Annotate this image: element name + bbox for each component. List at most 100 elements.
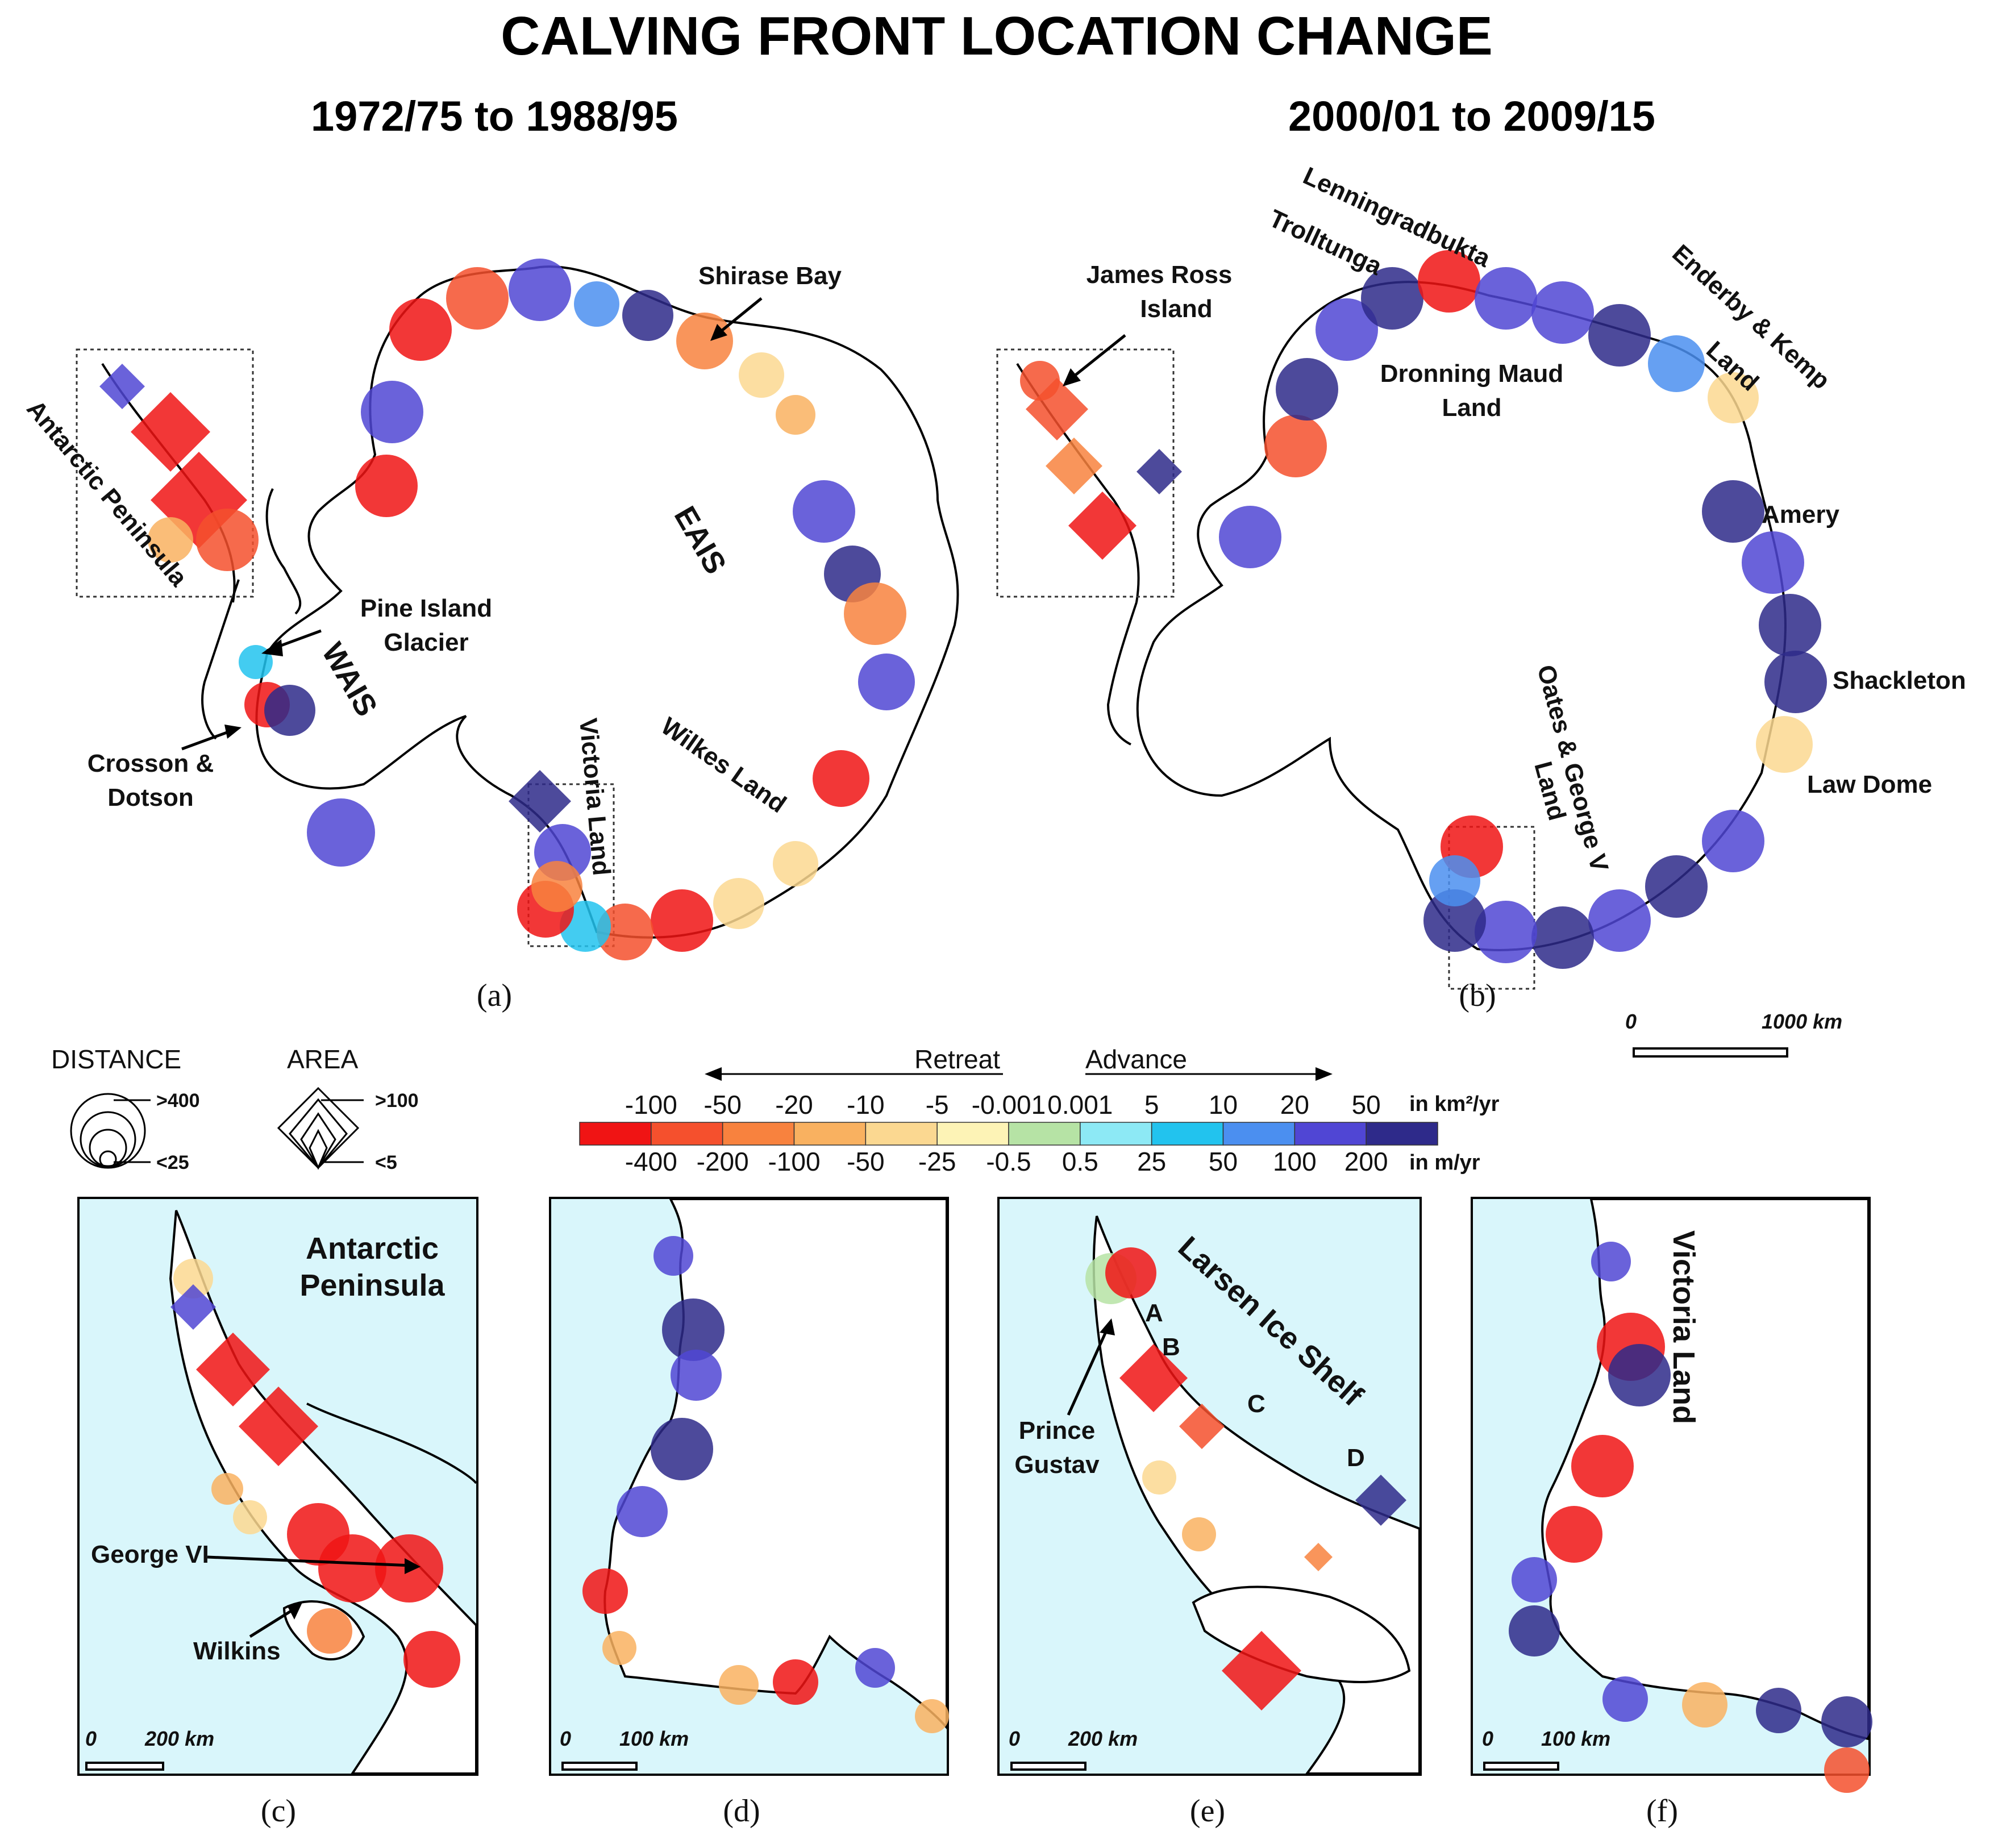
distance-marker <box>1682 1682 1727 1728</box>
km-tick-label: 10 <box>1209 1090 1238 1119</box>
distance-marker <box>531 861 582 912</box>
color-swatch <box>1222 1122 1296 1146</box>
scale-label-e: 200 km <box>1068 1727 1138 1750</box>
panel-a-markers <box>99 259 915 960</box>
arrow-george-vi <box>207 1555 413 1567</box>
scale-label-b: 1000 km <box>1762 1010 1842 1033</box>
area-marker <box>1179 1404 1225 1449</box>
legend-distance-min: <25 <box>156 1152 189 1173</box>
distance-marker <box>1821 1696 1872 1747</box>
legend-distance-max: >400 <box>156 1090 200 1112</box>
peninsula-coast-b <box>1106 602 1138 746</box>
scale-zero-f: 0 <box>1482 1727 1493 1750</box>
scale-bar-c <box>85 1762 164 1771</box>
legend-area-max: >100 <box>375 1090 419 1112</box>
period-a-title: 1972/75 to 1988/95 <box>311 93 678 140</box>
distance-marker <box>1546 1506 1602 1563</box>
label-wilkins: Wilkins <box>193 1637 281 1665</box>
m-tick-label: -25 <box>918 1147 956 1176</box>
area-marker <box>1119 1344 1188 1412</box>
distance-marker <box>574 281 619 327</box>
distance-marker <box>264 685 315 736</box>
panel-c <box>77 1197 478 1776</box>
label-prince-gustav-2: Gustav <box>1014 1451 1100 1479</box>
scale-label-f: 100 km <box>1541 1727 1610 1750</box>
scale-label-d: 100 km <box>619 1727 689 1750</box>
peninsula-coast-a <box>201 579 240 740</box>
area-marker <box>99 364 145 409</box>
scale-zero-b: 0 <box>1625 1010 1637 1033</box>
distance-marker <box>651 1418 713 1480</box>
advance-label: Advance <box>1085 1044 1187 1074</box>
label-shirase-bay: Shirase Bay <box>698 262 842 290</box>
label-james-ross-2: Island <box>1140 295 1212 323</box>
label-george-vi: George VI <box>91 1541 209 1568</box>
m-tick-label: -50 <box>847 1147 884 1176</box>
label-pine-island-2: Glacier <box>384 629 468 656</box>
area-marker <box>196 1333 270 1406</box>
color-swatch <box>1151 1122 1224 1146</box>
distance-marker <box>773 1659 818 1705</box>
distance-marker <box>813 750 869 807</box>
distance-marker <box>1105 1247 1156 1298</box>
m-tick-label: 0.5 <box>1062 1147 1098 1176</box>
legend-m-unit: in m/yr <box>1409 1151 1480 1175</box>
panel-c-title-2: Peninsula <box>299 1268 445 1302</box>
caption-b: (b) <box>1459 978 1496 1013</box>
distance-marker <box>602 1631 636 1665</box>
color-swatch <box>1008 1122 1081 1146</box>
distance-marker <box>1512 1557 1557 1603</box>
distance-marker <box>318 1534 386 1603</box>
label-amery: Amery <box>1762 501 1839 528</box>
caption-a: (a) <box>477 978 512 1013</box>
label-b: B <box>1162 1333 1180 1361</box>
distance-marker <box>446 267 509 330</box>
period-b-title: 2000/01 to 2009/15 <box>1288 93 1655 140</box>
distance-marker <box>653 1236 693 1276</box>
figure-title: CALVING FRONT LOCATION CHANGE <box>501 6 1493 66</box>
legend-area-min: <5 <box>375 1152 397 1173</box>
distance-marker <box>1531 281 1594 344</box>
m-tick-label: -200 <box>697 1147 749 1176</box>
m-tick-label: -100 <box>768 1147 820 1176</box>
arrowhead-prince-gustav <box>1100 1318 1115 1335</box>
distance-marker <box>1423 889 1486 952</box>
arrowhead-shirase <box>710 324 727 341</box>
distance-marker <box>582 1568 628 1614</box>
peninsula-base-a <box>265 488 302 615</box>
km-tick-label: -50 <box>703 1090 741 1119</box>
distance-marker <box>1276 358 1338 421</box>
distance-marker <box>1418 250 1480 313</box>
label-law-dome: Law Dome <box>1807 771 1932 798</box>
distance-marker <box>1702 480 1764 543</box>
distance-marker <box>389 298 452 361</box>
distance-marker <box>1591 1242 1631 1281</box>
distance-marker <box>1361 267 1423 330</box>
distance-marker <box>622 290 673 341</box>
color-swatch <box>1080 1122 1152 1146</box>
distance-marker <box>1764 651 1827 713</box>
scale-bar-b <box>1633 1047 1788 1058</box>
distance-marker <box>915 1699 949 1733</box>
distance-marker <box>1759 594 1821 656</box>
panel-f-title: Victoria Land <box>1667 1230 1701 1424</box>
distance-marker <box>597 904 653 960</box>
m-tick-label: -0.5 <box>986 1147 1031 1176</box>
km-tick-label: 50 <box>1352 1090 1381 1119</box>
retreat-arrowhead <box>705 1067 722 1081</box>
m-tick-label: 200 <box>1344 1147 1388 1176</box>
distance-marker <box>211 1473 243 1505</box>
distance-marker <box>1602 1676 1648 1722</box>
caption-c: (c) <box>261 1793 296 1829</box>
arrowhead-george-vi <box>405 1558 421 1574</box>
km-tick-label: -20 <box>775 1090 813 1119</box>
label-crosson-2: Dotson <box>107 784 194 811</box>
distance-marker <box>509 259 571 321</box>
m-tick-label: 100 <box>1273 1147 1317 1176</box>
km-tick-label: 20 <box>1280 1090 1309 1119</box>
label-c: C <box>1247 1390 1265 1418</box>
arrow-crosson <box>181 729 234 751</box>
distance-marker <box>1475 267 1537 330</box>
distance-marker <box>1645 855 1708 918</box>
arrowhead-crosson <box>224 725 242 739</box>
